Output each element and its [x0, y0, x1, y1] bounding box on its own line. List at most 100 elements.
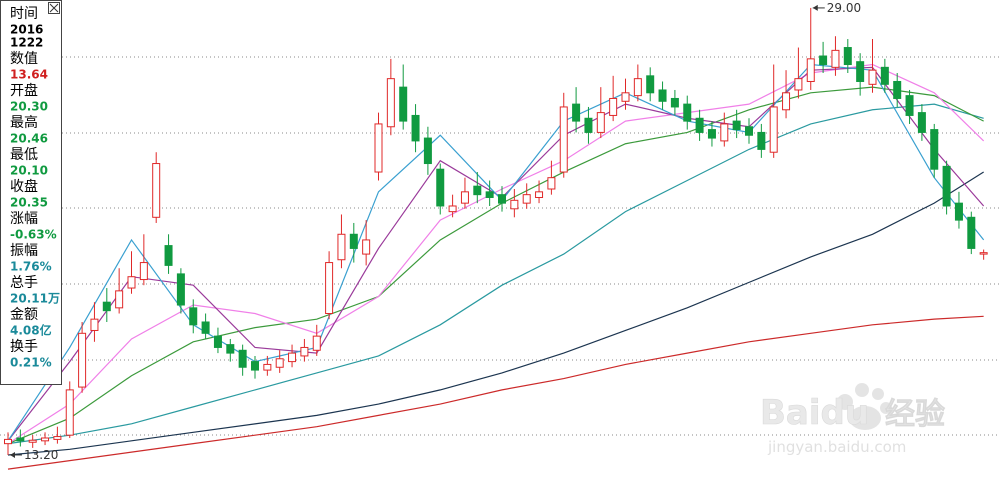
info-label: 最高 — [10, 114, 38, 131]
candle-body — [683, 103, 692, 122]
info-value: 20.35 — [10, 196, 48, 210]
candles — [4, 7, 988, 455]
candle-body — [584, 117, 593, 133]
info-panel: 时间20161222数值13.64开盘20.30最高20.46最低20.10收盘… — [0, 0, 62, 385]
candle-body — [399, 86, 408, 122]
candle-body — [189, 307, 198, 326]
candle-body — [349, 233, 358, 249]
candle-body — [115, 290, 124, 309]
candle-body — [905, 95, 914, 116]
info-label: 总手 — [10, 275, 38, 291]
candle-body — [621, 92, 630, 102]
candle-body — [152, 163, 161, 218]
candle-body — [78, 332, 87, 388]
candle-body — [288, 352, 297, 363]
ma-line — [7, 315, 984, 470]
candle-body — [28, 439, 37, 443]
candle-body — [596, 112, 605, 133]
candle-body — [670, 97, 679, 108]
ma-line — [7, 171, 984, 456]
candle-body — [967, 216, 976, 249]
info-label: 振幅 — [10, 243, 38, 259]
candle-body — [312, 335, 321, 351]
candle-body — [263, 363, 272, 371]
arrow-head — [10, 451, 15, 458]
ma-line — [7, 86, 984, 445]
panel-frame — [0, 0, 62, 385]
candle-body — [90, 318, 99, 331]
candle-body — [460, 191, 469, 204]
candle-body — [213, 335, 222, 348]
candle-body — [201, 321, 210, 334]
candle-body — [251, 361, 259, 371]
info-label: 换手 — [10, 338, 38, 355]
candle-body — [65, 389, 74, 436]
arrow-head — [812, 4, 818, 11]
info-label: 数值 — [10, 51, 38, 67]
close-icon — [49, 3, 59, 13]
candle-body — [769, 106, 778, 153]
candle-body — [646, 75, 655, 94]
candle-body — [806, 58, 815, 82]
info-label: 时间 — [10, 6, 38, 22]
candle-body — [979, 252, 988, 255]
info-value: 20.11万 — [10, 292, 60, 306]
candle-body — [176, 273, 185, 306]
info-value: 1222 — [10, 36, 43, 50]
candle-body — [41, 437, 50, 442]
candle-body — [930, 129, 939, 170]
info-value: 2016 — [10, 23, 43, 37]
candle-body — [423, 137, 432, 165]
candle-body — [300, 346, 309, 357]
candle-body — [658, 89, 667, 102]
paw-icon — [837, 383, 892, 430]
candle-body — [547, 177, 556, 190]
info-value: 20.30 — [10, 100, 48, 114]
info-rows: 时间20161222数值13.64开盘20.30最高20.46最低20.10收盘… — [10, 6, 60, 370]
candle-body — [522, 194, 531, 204]
info-value: 20.10 — [10, 164, 48, 178]
annotations: 29.00 13.20 — [10, 1, 861, 462]
candle-body — [868, 69, 877, 85]
candle-body — [843, 47, 852, 66]
candle-body — [794, 78, 803, 91]
candle-body — [942, 165, 951, 207]
candle-body — [954, 202, 963, 221]
candle-body — [139, 262, 148, 281]
candle-body — [893, 80, 902, 99]
candle-body — [572, 103, 581, 122]
info-value: 13.64 — [10, 68, 48, 82]
annotation-label: 29.00 — [827, 1, 861, 15]
candle-body — [745, 126, 753, 136]
candle-body — [362, 239, 371, 255]
candle-body — [436, 168, 445, 207]
candle-body — [917, 112, 926, 133]
candle-body — [782, 92, 791, 111]
candle-body — [720, 123, 729, 142]
info-value: 20.46 — [10, 132, 48, 146]
candle-body — [535, 191, 544, 198]
candle-body — [732, 120, 741, 131]
candle-body — [226, 344, 235, 354]
annotation-label: 13.20 — [24, 448, 58, 462]
candle-body — [485, 191, 494, 198]
candle-body — [473, 185, 482, 196]
candle-body — [16, 437, 25, 442]
ma-line — [7, 63, 985, 442]
info-value: 4.08亿 — [10, 323, 52, 338]
candle-body — [510, 199, 519, 210]
ma-line — [7, 63, 985, 445]
candle-body — [374, 123, 383, 173]
grid — [0, 56, 1000, 436]
candle-body — [498, 194, 506, 204]
candle-body — [559, 106, 568, 173]
candle-body — [4, 438, 12, 445]
watermark: Baidu 经验 jingyan.baidu.com — [760, 383, 945, 456]
candle-body — [238, 349, 247, 368]
info-value: -0.63% — [10, 228, 57, 242]
candle-body — [102, 301, 111, 312]
candle-body — [337, 233, 346, 261]
candle-body — [707, 129, 716, 139]
ma-line — [7, 66, 985, 442]
